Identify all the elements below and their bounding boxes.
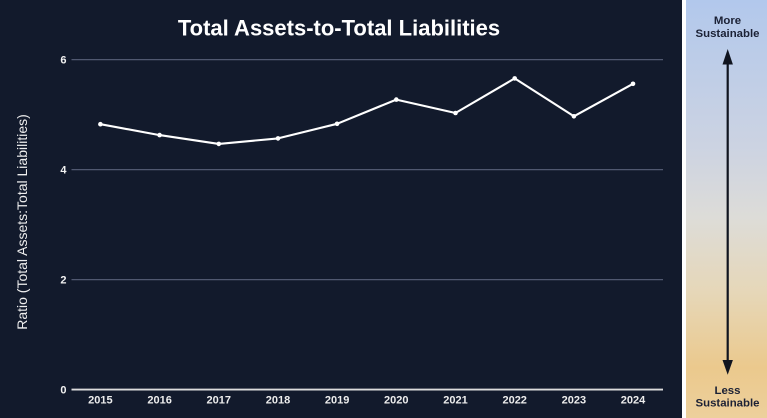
svg-text:6: 6 bbox=[60, 55, 66, 67]
svg-text:4: 4 bbox=[60, 165, 67, 177]
svg-text:2024: 2024 bbox=[621, 394, 646, 406]
svg-text:2017: 2017 bbox=[207, 394, 231, 406]
svg-text:2021: 2021 bbox=[443, 394, 467, 406]
svg-text:2023: 2023 bbox=[562, 394, 586, 406]
svg-text:2022: 2022 bbox=[502, 394, 526, 406]
svg-text:2016: 2016 bbox=[147, 394, 171, 406]
svg-text:Ratio (Total Assets:Total Liab: Ratio (Total Assets:Total Liabilities) bbox=[14, 114, 30, 330]
svg-text:2020: 2020 bbox=[384, 394, 408, 406]
svg-text:2: 2 bbox=[60, 275, 66, 287]
svg-text:2015: 2015 bbox=[88, 394, 112, 406]
svg-text:Less: Less bbox=[715, 385, 741, 397]
svg-text:More: More bbox=[714, 15, 741, 27]
svg-text:2019: 2019 bbox=[325, 394, 349, 406]
svg-text:Total Assets-to-Total Liabilit: Total Assets-to-Total Liabilities bbox=[178, 16, 500, 41]
svg-text:Sustainable: Sustainable bbox=[696, 28, 760, 40]
svg-text:2018: 2018 bbox=[266, 394, 290, 406]
svg-text:Sustainable: Sustainable bbox=[696, 397, 760, 409]
svg-text:0: 0 bbox=[60, 385, 66, 397]
